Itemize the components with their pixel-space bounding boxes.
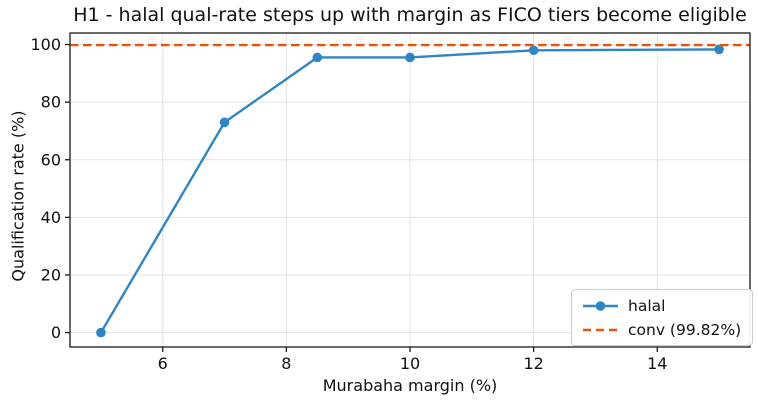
legend-label-conv: conv (99.82%) [628,320,742,339]
data-point-marker [714,44,724,55]
legend: halal conv (99.82%) [571,289,754,346]
data-point-marker [219,117,230,128]
y-tick-label: 0 [51,323,61,342]
legend-label-halal: halal [628,296,666,315]
x-axis-label: Murabaha margin (%) [322,376,498,395]
chart-title: H1 - halal qual-rate steps up with margi… [73,4,747,26]
halal-line [99,48,721,334]
y-tick-label: 40 [41,208,61,227]
y-tick-label: 80 [41,93,61,112]
data-point-marker [528,45,539,56]
legend-dashed-line-icon [583,328,618,331]
data-point-marker [96,327,106,338]
x-tick-label: 12 [523,354,543,373]
y-tick-label: 100 [30,35,61,54]
x-tick-label: 8 [281,354,291,373]
x-tick-label: 14 [647,354,667,373]
x-tick-label: 6 [158,354,168,373]
legend-line-marker-icon [583,300,618,311]
data-point-marker [405,52,415,63]
legend-item-halal: halal [582,295,741,316]
data-point-marker [312,52,323,63]
y-tick-label: 60 [41,150,61,169]
x-tick-label: 10 [400,354,420,373]
legend-item-conv: conv (99.82%) [582,319,741,340]
y-tick-label: 20 [41,265,61,284]
